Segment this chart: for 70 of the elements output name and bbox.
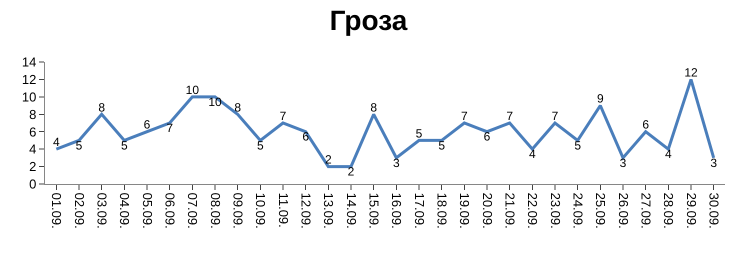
x-tick-label: 10.09.	[253, 192, 268, 229]
x-tick-label: 14.09.	[344, 192, 359, 229]
y-tick-label: 2	[29, 159, 36, 174]
data-label: 10	[186, 82, 200, 97]
data-label: 6	[302, 130, 310, 144]
x-tick-label: 19.09.	[457, 192, 472, 229]
chart-title: Гроза	[330, 5, 408, 36]
x-tick-label: 18.09.	[434, 192, 450, 229]
data-label: 12	[684, 65, 698, 80]
x-tick-label: 23.09.	[548, 192, 563, 229]
x-tick-label: 26.09.	[616, 192, 631, 229]
x-tick-label: 13.09.	[321, 192, 336, 229]
data-label: 7	[280, 109, 287, 123]
x-tick-label: 21.09.	[502, 192, 518, 229]
data-label: 4	[664, 147, 672, 162]
data-label: 7	[166, 121, 174, 135]
x-tick-label: 25.09.	[593, 192, 608, 229]
data-label: 7	[506, 109, 514, 123]
x-tick-label: 27.09.	[638, 192, 654, 229]
data-label: 2	[324, 152, 332, 167]
x-tick-label: 08.09.	[208, 192, 223, 229]
data-label: 8	[98, 100, 106, 114]
x-tick-label: 04.09.	[117, 192, 132, 229]
x-tick-label: 28.09.	[661, 192, 676, 229]
data-label: 5	[76, 138, 83, 152]
data-label: 5	[574, 138, 582, 152]
x-tick-label: 24.09.	[570, 192, 586, 229]
data-label: 2	[348, 164, 355, 179]
data-label: 7	[552, 109, 559, 123]
data-label: 10	[208, 94, 222, 109]
x-tick-label: 29.09.	[684, 192, 699, 229]
y-tick-label: 4	[29, 142, 36, 157]
x-tick-label: 11.09.	[276, 192, 291, 228]
x-tick-label: 01.09.	[49, 192, 64, 229]
data-label: 6	[642, 118, 650, 132]
data-label: 3	[710, 156, 718, 170]
x-tick-label: 17.09.	[412, 192, 427, 229]
data-label: 7	[460, 109, 468, 123]
data-label: 3	[392, 156, 400, 170]
y-tick-label: 6	[29, 124, 36, 140]
data-label: 6	[484, 130, 491, 144]
data-label: 8	[234, 100, 242, 114]
x-tick-label: 06.09.	[162, 192, 178, 229]
x-tick-label: 05.09.	[140, 192, 155, 229]
data-label: 5	[438, 138, 446, 152]
data-label: 4	[528, 147, 536, 162]
x-tick-label: 30.09.	[706, 192, 722, 229]
data-label: 8	[370, 100, 378, 114]
line-series	[54, 78, 716, 168]
y-tick-label: 8	[29, 106, 36, 122]
data-label: 3	[620, 156, 627, 170]
y-tick-label: 10	[22, 89, 36, 104]
y-tick-label: 12	[22, 72, 36, 87]
data-label: 6	[144, 118, 151, 132]
data-label: 9	[596, 92, 604, 106]
data-label: 5	[256, 138, 264, 152]
x-tick-label: 02.09.	[72, 192, 87, 229]
x-tick-label: 07.09.	[185, 192, 200, 229]
x-tick-label: 12.09.	[298, 192, 314, 229]
data-label: 5	[120, 138, 128, 152]
y-tick-label: 14	[22, 54, 36, 70]
data-label: 4	[52, 135, 60, 150]
x-tick-label: 03.09.	[94, 192, 110, 229]
x-tick-label: 16.09.	[389, 192, 404, 229]
x-tick-label: 15.09.	[366, 192, 382, 229]
y-tick-label: 0	[29, 176, 36, 192]
x-tick-label: 09.09.	[230, 192, 246, 229]
data-label: 5	[416, 126, 423, 140]
x-tick-label: 22.09.	[525, 192, 540, 229]
x-tick-label: 20.09.	[480, 192, 495, 229]
